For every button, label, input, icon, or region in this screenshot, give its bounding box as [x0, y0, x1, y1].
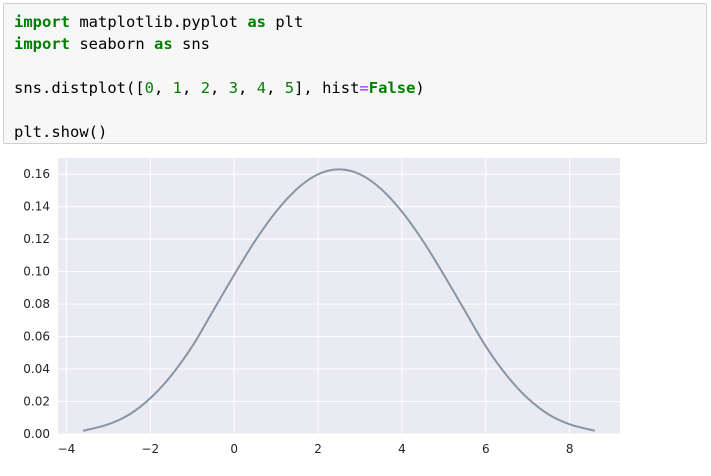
y-tick-label: 0.10: [23, 265, 50, 279]
y-tick-label: 0.14: [23, 200, 50, 214]
code-token: 5: [284, 79, 295, 97]
code-line: sns.distplot([0, 1, 2, 3, 4, 5], hist=Fa…: [14, 77, 425, 99]
y-tick-labels: 0.00 0.02 0.04 0.06 0.08 0.10 0.12 0.14 0.16: [23, 167, 50, 441]
x-tick-label: 0: [230, 442, 238, 456]
x-tick-label: −4: [58, 442, 76, 456]
code-token: 4: [256, 79, 267, 97]
y-tick-label: 0.16: [23, 167, 50, 181]
output-area: 0.00 0.02 0.04 0.06 0.08 0.10 0.12 0.14 0.16 −4−…: [0, 150, 711, 471]
code-token: ,: [210, 79, 229, 97]
code-token: as: [154, 35, 173, 53]
kde-curve: [82, 168, 596, 432]
code-token: sns: [172, 35, 210, 53]
code-block: import matplotlib.pyplot as plt import se…: [14, 11, 425, 143]
code-cell[interactable]: import matplotlib.pyplot as plt import se…: [3, 3, 707, 144]
x-tick-label: −2: [141, 442, 159, 456]
code-token: sns.distplot([: [14, 79, 145, 97]
code-token: ], hist: [294, 79, 360, 97]
code-line: plt.show(): [14, 121, 425, 143]
code-token: 0: [144, 79, 154, 97]
x-tick-label: 2: [314, 442, 322, 456]
code-line: [14, 55, 425, 77]
code-token: ,: [182, 79, 201, 97]
code-token: False: [368, 79, 416, 97]
y-tick-label: 0.06: [23, 330, 50, 344]
y-tick-label: 0.00: [23, 427, 50, 441]
x-gridlines: [65, 158, 571, 434]
y-tick-label: 0.04: [23, 362, 50, 376]
y-gridlines: [58, 173, 620, 435]
y-tick-label: 0.08: [23, 297, 50, 311]
x-tick-labels: −4 −2 0 2 4 6 8: [58, 442, 574, 456]
code-token: import: [14, 13, 70, 31]
plot-background: [58, 158, 620, 434]
code-token: as: [247, 13, 266, 31]
code-token: seaborn: [70, 35, 154, 53]
code-line: import seaborn as sns: [14, 33, 425, 55]
code-token: plt: [265, 13, 304, 31]
x-tick-label: 4: [398, 442, 406, 456]
code-token: 2: [200, 79, 211, 97]
code-token: ): [415, 79, 425, 97]
code-token: import: [14, 35, 70, 53]
code-line: [14, 99, 425, 121]
code-token: 1: [172, 79, 183, 97]
code-token: ,: [154, 79, 173, 97]
code-token: ,: [238, 79, 257, 97]
x-tick-label: 6: [482, 442, 490, 456]
code-token: ,: [266, 79, 285, 97]
kde-chart: 0.000.020.040.060.080.100.120.140.16 −4−…: [23, 158, 620, 456]
code-token: matplotlib.pyplot: [70, 13, 248, 31]
code-line: import matplotlib.pyplot as plt: [14, 11, 425, 33]
code-token: =: [359, 79, 369, 97]
y-tick-label: 0.02: [23, 395, 50, 409]
x-tick-label: 8: [566, 442, 574, 456]
y-tick-label: 0.12: [23, 232, 50, 246]
code-token: plt.show(): [14, 123, 108, 141]
code-token: 3: [228, 79, 239, 97]
